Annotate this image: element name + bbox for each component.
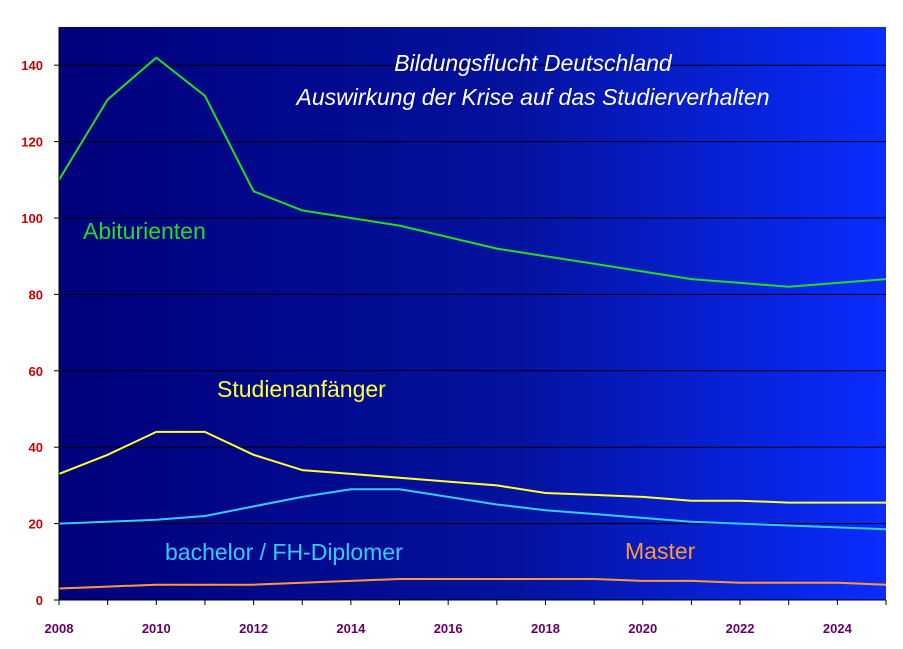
x-tick-label-2010: 2010 — [142, 621, 171, 636]
chart-title-line-2: Auswirkung der Krise auf das Studierverh… — [294, 84, 769, 110]
series-label-studienanfaenger: Studienanfänger — [217, 376, 386, 402]
series-label-bachelor: bachelor / FH-Diplomer — [165, 539, 403, 565]
series-label-abiturienten: Abiturienten — [83, 218, 206, 244]
x-tick-label-2012: 2012 — [239, 621, 268, 636]
x-tick-label-2008: 2008 — [45, 621, 74, 636]
x-tick-label-2014: 2014 — [336, 621, 366, 636]
series-label-master: Master — [625, 538, 696, 564]
y-tick-label-60: 60 — [29, 364, 43, 379]
x-axis-ticks: 2008 2010 2012 2014 2016 2018 2020 2022 2024 — [45, 600, 887, 636]
y-tick-label-100: 100 — [21, 211, 43, 226]
series-line-1 — [58, 430, 886, 504]
gridlines — [59, 64, 886, 525]
y-tick-label-80: 80 — [29, 287, 43, 302]
x-tick-label-2018: 2018 — [531, 621, 560, 636]
y-axis-ticks: 0 20 40 60 80 100 120 140 — [21, 58, 59, 608]
series-line-3 — [58, 578, 887, 590]
plot-area — [59, 27, 886, 600]
y-tick-label-20: 20 — [29, 517, 43, 532]
y-tick-label-140: 140 — [21, 58, 43, 73]
y-tick-label-120: 120 — [21, 135, 43, 150]
x-tick-label-2020: 2020 — [628, 621, 657, 636]
series-line-0 — [58, 56, 887, 288]
x-tick-label-2016: 2016 — [434, 621, 463, 636]
series-lines — [58, 56, 887, 590]
series-line-2 — [58, 488, 887, 531]
x-tick-label-2024: 2024 — [823, 621, 853, 636]
y-tick-label-0: 0 — [36, 593, 43, 608]
x-tick-label-2022: 2022 — [726, 621, 755, 636]
y-tick-label-40: 40 — [29, 440, 43, 455]
chart-title-line-1: Bildungsflucht Deutschland — [394, 50, 673, 76]
